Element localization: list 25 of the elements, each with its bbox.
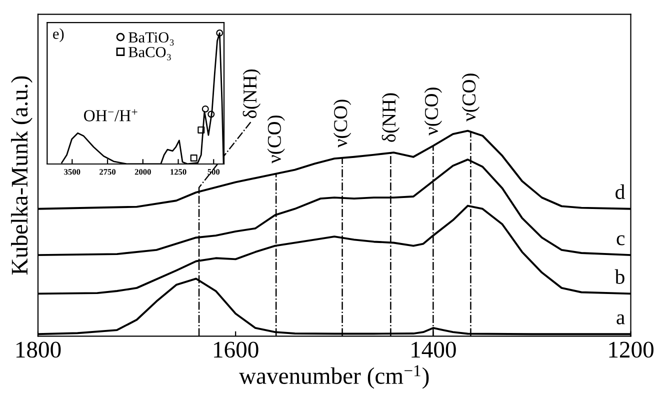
x-tick-label: 1400 bbox=[412, 342, 456, 358]
ref-line-label: ν(CO) bbox=[333, 100, 352, 148]
ref-line-label: δ(NH) bbox=[242, 69, 261, 118]
series-label: b bbox=[614, 269, 624, 284]
x-tick-label: 1800 bbox=[16, 342, 61, 358]
legend-label: BaTiO₃ bbox=[128, 32, 174, 46]
annotation: e) bbox=[53, 28, 64, 42]
annotation: OH$^{−}$/H$^{+}$ bbox=[84, 109, 138, 122]
x-tick-label: 3500 bbox=[64, 169, 80, 175]
x-axis-title: wavenumber (cm$^{−1}$) bbox=[239, 365, 429, 389]
series-label: c bbox=[616, 235, 625, 246]
x-tick-label: 2750 bbox=[100, 169, 116, 175]
ref-line-label: ν(CO) bbox=[267, 116, 285, 164]
ref-line-label: δ(NH) bbox=[382, 93, 400, 142]
series-label: a bbox=[616, 314, 625, 324]
x-tick-label: 1250 bbox=[170, 169, 186, 175]
series-label: d bbox=[616, 184, 625, 200]
x-tick-label: 1200 bbox=[609, 342, 654, 358]
y-axis-title: Kubelka-Munk (a.u.) bbox=[11, 76, 32, 275]
x-tick-label: 2000 bbox=[134, 169, 151, 175]
x-tick-label: 1600 bbox=[214, 342, 258, 358]
ref-line-label: ν(CO) bbox=[462, 74, 480, 122]
legend-label: BaCO₃ bbox=[128, 47, 171, 60]
x-tick-label: 500 bbox=[208, 169, 220, 175]
ref-line-label: ν(CO) bbox=[424, 88, 442, 136]
